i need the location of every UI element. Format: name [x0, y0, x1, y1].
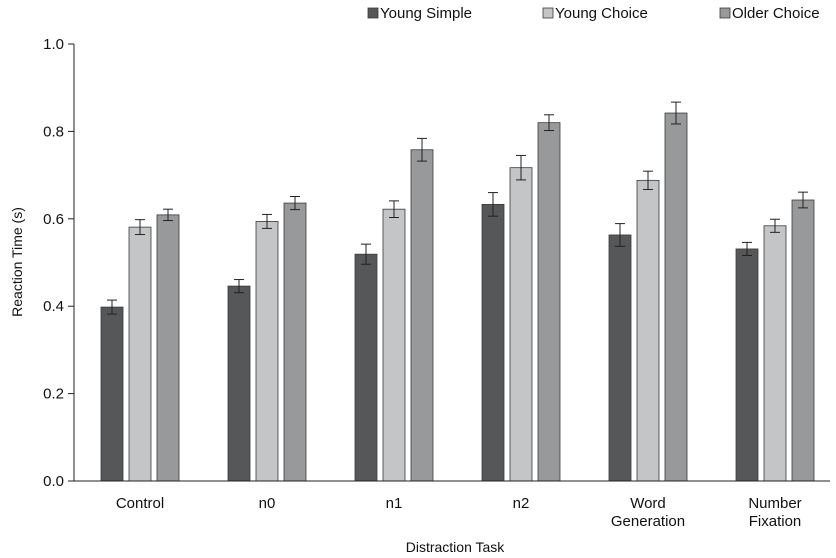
y-tick-label: 0.2 [43, 386, 64, 403]
bar [537, 122, 561, 482]
bar [100, 306, 124, 482]
x-tick-label: n2 [513, 495, 530, 512]
bar [227, 285, 251, 482]
bar [763, 225, 787, 482]
legend-label: Young Simple [380, 5, 472, 22]
x-tick-label: Control [116, 495, 164, 512]
bar [735, 248, 759, 482]
bar [128, 226, 152, 482]
x-tick-label: n1 [386, 495, 403, 512]
bar [481, 203, 505, 482]
y-tick-label: 1.0 [43, 36, 64, 53]
bar [664, 112, 688, 482]
bar [636, 179, 660, 482]
legend-swatch [719, 7, 731, 19]
bar [255, 221, 279, 482]
legend: Young Simple Young Choice Older Choice [367, 5, 820, 22]
y-tick-label: 0.6 [43, 211, 64, 228]
x-tick-label: Number Fixation [748, 495, 801, 530]
y-tick-label: 0.0 [43, 473, 64, 490]
y-tick-label: 0.8 [43, 123, 64, 140]
bar [382, 208, 406, 482]
bar [283, 202, 307, 482]
y-axis: 0.0 0.2 0.4 0.6 0.8 1.0 [43, 36, 75, 490]
x-axis-title: Distraction Task [406, 539, 506, 555]
legend-swatch [367, 7, 379, 19]
bar [509, 167, 533, 482]
legend-swatch [542, 7, 554, 19]
y-axis-title: Reaction Time (s) [9, 207, 25, 317]
y-tick-label: 0.4 [43, 298, 64, 315]
bars [100, 101, 815, 482]
legend-label: Older Choice [732, 5, 820, 22]
bar [410, 149, 434, 482]
bar [791, 199, 815, 482]
bar [354, 253, 378, 482]
bar [156, 214, 180, 482]
x-tick-label: Word Generation [611, 495, 685, 530]
x-tick-label: n0 [259, 495, 276, 512]
x-axis: Control n0 n1 n2 Word Generation Number Fixatio… [74, 480, 830, 530]
bar [608, 234, 632, 482]
legend-label: Young Choice [555, 5, 648, 22]
